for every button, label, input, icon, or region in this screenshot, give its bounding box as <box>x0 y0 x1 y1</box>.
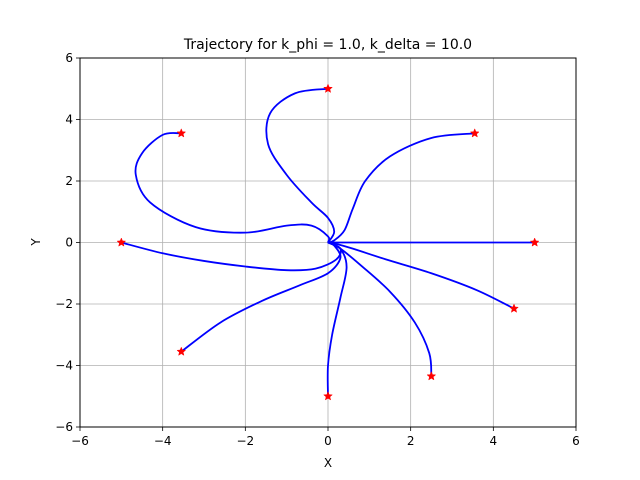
x-tick-label: 0 <box>324 434 332 448</box>
y-tick-label: −2 <box>55 297 73 311</box>
x-tick-label: −6 <box>71 434 89 448</box>
x-tick-label: −2 <box>236 434 254 448</box>
start-marker-3 <box>426 371 437 381</box>
start-marker-1 <box>529 237 540 247</box>
start-marker-6 <box>116 237 127 247</box>
y-axis-label: Y <box>29 238 43 247</box>
trajectory-line-9 <box>327 132 475 244</box>
start-marker-4 <box>323 391 333 401</box>
x-tick-label: 4 <box>490 434 498 448</box>
x-tick-label: 6 <box>572 434 580 448</box>
trajectory-line-6 <box>121 241 342 272</box>
x-axis-label: X <box>324 456 332 470</box>
y-tick-label: −4 <box>55 359 73 373</box>
start-marker-5 <box>176 346 187 356</box>
start-marker-2 <box>509 303 519 313</box>
trajectory-line-7 <box>134 132 331 243</box>
trajectory-line-5 <box>180 241 342 353</box>
start-marker-9 <box>469 128 480 138</box>
start-markers <box>116 83 540 401</box>
x-tick-label: −4 <box>154 434 172 448</box>
x-tick-label: 2 <box>407 434 415 448</box>
x-ticks: −6 −4 −2 0 2 4 6 <box>71 427 580 448</box>
y-ticks: −6 −4 −2 0 2 4 6 <box>55 51 80 434</box>
y-tick-label: 4 <box>65 113 73 127</box>
y-tick-label: 6 <box>65 51 73 65</box>
trajectory-lines <box>121 87 535 397</box>
y-tick-label: −6 <box>55 420 73 434</box>
y-tick-label: 2 <box>65 174 73 188</box>
trajectory-line-2 <box>327 241 515 310</box>
start-marker-8 <box>323 83 333 93</box>
y-tick-label: 0 <box>65 236 73 250</box>
trajectory-line-8 <box>265 87 336 244</box>
start-marker-7 <box>176 128 187 138</box>
chart-title: Trajectory for k_phi = 1.0, k_delta = 10… <box>183 37 472 53</box>
